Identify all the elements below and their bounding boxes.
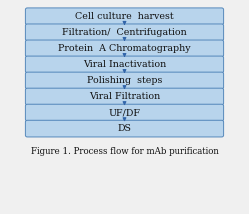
Text: DS: DS: [118, 124, 131, 133]
Text: Viral Inactivation: Viral Inactivation: [83, 60, 166, 69]
FancyBboxPatch shape: [25, 72, 224, 89]
Text: Cell culture  harvest: Cell culture harvest: [75, 12, 174, 21]
FancyBboxPatch shape: [25, 56, 224, 73]
FancyBboxPatch shape: [25, 120, 224, 137]
FancyBboxPatch shape: [25, 104, 224, 121]
Text: Figure 1. Process flow for mAb purification: Figure 1. Process flow for mAb purificat…: [31, 147, 218, 156]
FancyBboxPatch shape: [25, 40, 224, 57]
Text: Polishing  steps: Polishing steps: [87, 76, 162, 85]
Text: Protein  A Chromatography: Protein A Chromatography: [58, 44, 191, 53]
FancyBboxPatch shape: [25, 8, 224, 25]
Text: Viral Filtration: Viral Filtration: [89, 92, 160, 101]
FancyBboxPatch shape: [25, 88, 224, 105]
FancyBboxPatch shape: [25, 24, 224, 41]
Text: Filtration/  Centrifugation: Filtration/ Centrifugation: [62, 28, 187, 37]
Text: UF/DF: UF/DF: [109, 108, 140, 117]
